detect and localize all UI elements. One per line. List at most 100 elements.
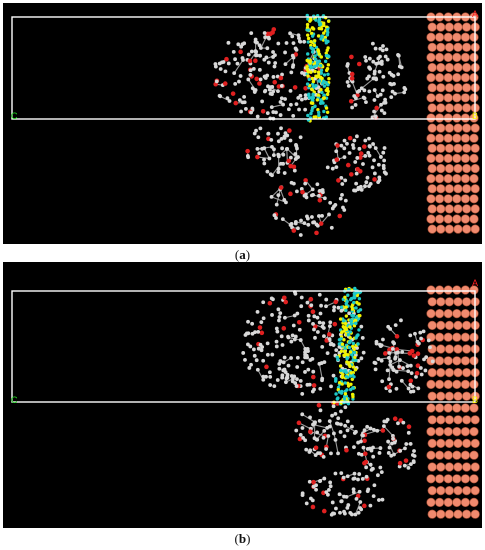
carbon-atom (289, 70, 294, 75)
oxygen-atom (296, 420, 302, 426)
carbon-atom (326, 492, 330, 497)
carbon-atom (303, 96, 308, 101)
cyan-atom (310, 82, 315, 86)
yellow-atom (306, 70, 311, 74)
carbon-atom (387, 356, 391, 360)
slab-atom (443, 174, 453, 184)
oxygen-atom (292, 85, 298, 90)
carbon-atom (286, 334, 290, 339)
carbon-atom (353, 188, 358, 193)
molecular-model-a (11, 12, 480, 237)
carbon-atom (332, 431, 336, 436)
yellow-atom (348, 364, 352, 369)
carbon-atom (363, 154, 368, 158)
carbon-atom (302, 221, 307, 226)
carbon-atom (403, 87, 408, 92)
bond (286, 148, 298, 159)
carbon-atom (276, 193, 281, 197)
oxygen-atom (257, 81, 262, 86)
bond (372, 143, 382, 158)
carbon-atom (305, 300, 310, 305)
yellow-atom (353, 318, 358, 323)
yellow-atom (310, 26, 315, 30)
carbon-atom (280, 146, 284, 151)
carbon-atom (408, 363, 413, 368)
oxygen-atom (245, 148, 250, 154)
slab-atom (444, 143, 455, 153)
oxygen-atom (357, 155, 363, 160)
carbon-atom (218, 94, 223, 99)
slab-atom (444, 42, 455, 52)
carbon-atom (246, 77, 251, 82)
carbon-atom (336, 305, 341, 310)
oxygen-atom (362, 503, 367, 509)
carbon-atom (240, 56, 245, 60)
simulation-cell-box (11, 290, 476, 403)
slab-atom (444, 297, 455, 307)
slab-atom (462, 42, 472, 52)
carbon-atom (255, 147, 260, 151)
cyan-atom (355, 334, 359, 338)
carbon-atom (299, 295, 304, 300)
slab-atom (470, 438, 480, 448)
carbon-atom (280, 217, 285, 222)
carbon-atom (316, 451, 320, 455)
slab-atom (452, 194, 462, 204)
carbon-atom (306, 313, 311, 318)
oxygen-atom (272, 79, 278, 85)
carbon-atom (354, 496, 359, 501)
carbon-atom (289, 339, 294, 344)
oxygen-atom (267, 300, 273, 306)
carbon-atom (402, 463, 407, 468)
slab-atom (462, 184, 472, 194)
carbon-atom (361, 162, 365, 166)
yellow-atom (322, 31, 326, 35)
slab-atom (460, 379, 471, 389)
slab-atom (462, 462, 472, 472)
oxygen-atom (278, 185, 284, 190)
oxygen-atom (253, 58, 258, 64)
slab-atom (436, 83, 446, 93)
slab-atom (462, 22, 472, 32)
slab-atom (452, 403, 462, 413)
cyan-atom (348, 330, 353, 334)
carbon-atom (251, 66, 256, 71)
carbon-atom (307, 479, 312, 484)
cyan-atom (306, 28, 311, 32)
carbon-atom (295, 146, 299, 151)
slab-atom (444, 367, 455, 378)
carbon-atom (373, 46, 378, 51)
carbon-atom (352, 138, 357, 143)
slab-atom (452, 497, 462, 507)
oxygen-atom (247, 58, 253, 64)
carbon-atom (303, 107, 308, 112)
carbon-atom (384, 171, 388, 176)
carbon-atom (412, 449, 416, 453)
carbon-atom (303, 370, 307, 374)
slab-atom (452, 356, 462, 366)
carbon-atom (317, 292, 322, 297)
oxygen-atom (326, 332, 332, 337)
carbon-atom (268, 383, 273, 387)
cyan-atom (324, 81, 328, 85)
carbon-atom (378, 342, 382, 347)
yellow-atom (358, 313, 362, 318)
oxygen-atom (311, 479, 316, 485)
carbon-atom (340, 182, 345, 186)
slab-atom (470, 163, 480, 174)
oxygen-atom (317, 197, 323, 203)
carbon-atom (355, 156, 360, 160)
slab-atom (436, 462, 446, 472)
slab-atom (436, 163, 446, 174)
cyan-atom (309, 46, 313, 50)
carbon-atom (321, 454, 326, 459)
slab-atom (444, 509, 455, 519)
carbon-atom (381, 44, 385, 48)
carbon-atom (330, 500, 335, 505)
carbon-atom (266, 131, 271, 136)
cyan-atom (322, 93, 326, 97)
oxygen-atom (372, 177, 377, 182)
carbon-atom (370, 41, 375, 46)
slab-atom (470, 184, 480, 194)
slab-atom (426, 214, 436, 224)
